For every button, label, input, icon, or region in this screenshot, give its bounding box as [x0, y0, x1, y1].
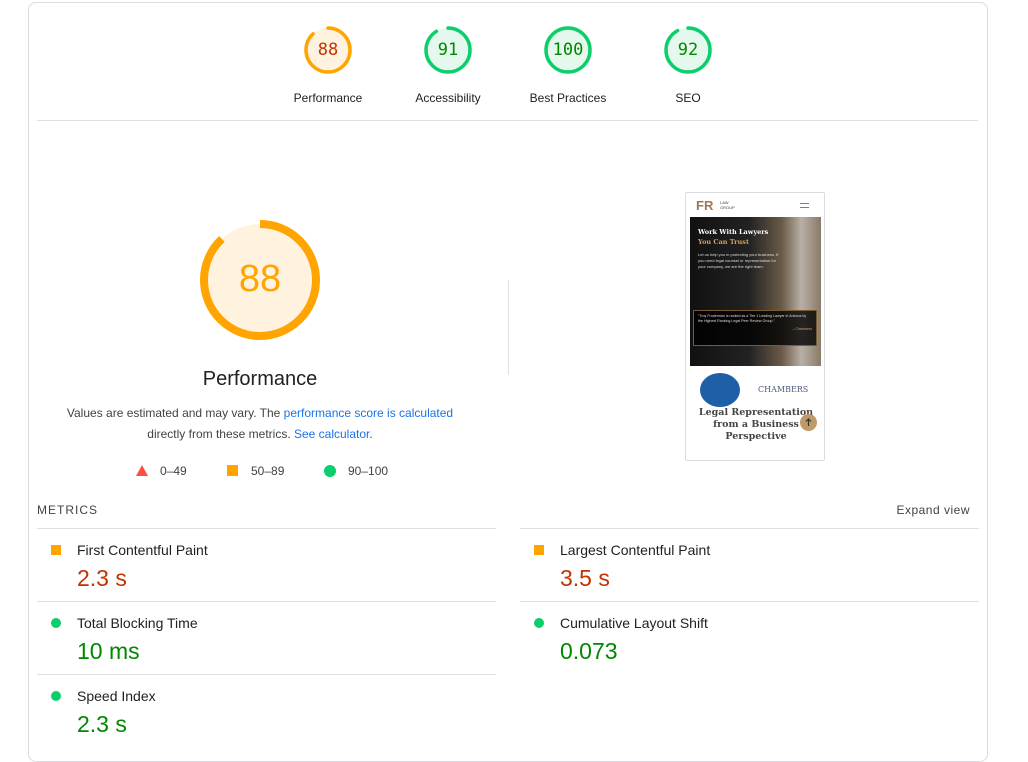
chambers-logo: CHAMBERS — [758, 385, 809, 394]
metric-speed-index: Speed Index 2.3 s — [37, 674, 496, 747]
metric-largest-contentful-paint: Largest Contentful Paint 3.5 s — [520, 528, 979, 601]
see-calculator-link[interactable]: See calculator — [293, 427, 370, 441]
gauge-label: Performance — [293, 91, 363, 105]
vertical-divider — [508, 280, 509, 375]
final-screenshot[interactable]: FR LAW GROUP Work With Lawyers You Can Tr… — [685, 192, 825, 461]
metric-title: First Contentful Paint — [77, 542, 208, 558]
square-icon — [534, 545, 544, 555]
hero-image: Work With Lawyers You Can Trust Let us h… — [690, 217, 821, 366]
metric-total-blocking-time: Total Blocking Time 10 ms — [37, 601, 496, 674]
score-arc — [200, 220, 320, 340]
triangle-icon — [136, 465, 148, 476]
gauge-score: 91 — [437, 40, 459, 60]
expand-view-toggle[interactable]: Expand view — [896, 503, 970, 517]
performance-title: Performance — [202, 368, 318, 390]
square-icon — [227, 465, 238, 476]
performance-score: 88 — [238, 258, 282, 300]
metric-value: 0.073 — [560, 638, 618, 664]
performance-gauge-large: 88 — [200, 220, 320, 340]
metric-value: 3.5 s — [560, 565, 610, 591]
circle-icon — [51, 618, 61, 628]
gauge-best-practices[interactable]: 100 Best Practices — [518, 24, 618, 105]
gauge-arc — [304, 26, 352, 74]
gauge-arc — [424, 26, 472, 74]
gauge-score: 88 — [317, 40, 339, 60]
divider — [37, 120, 978, 121]
score-calculated-link[interactable]: performance score is calculated — [283, 406, 454, 420]
legend-pass: 90–100 — [324, 464, 388, 478]
metric-title: Speed Index — [77, 688, 156, 704]
quote-box: "Troy Froderman is ranked as a Tier 1 Le… — [693, 310, 817, 346]
metric-value: 2.3 s — [77, 711, 127, 737]
site-logo-sub: LAW GROUP — [720, 200, 735, 210]
gauge-accessibility[interactable]: 91 Accessibility — [398, 24, 498, 105]
metric-title: Largest Contentful Paint — [560, 542, 711, 558]
gauge-label: Accessibility — [415, 91, 481, 105]
section-title: Legal Representation from a Business Per… — [698, 407, 814, 442]
metric-cumulative-layout-shift: Cumulative Layout Shift 0.073 — [520, 601, 979, 674]
gauge-arc — [664, 26, 712, 74]
gauge-score: 92 — [677, 40, 699, 60]
square-icon — [51, 545, 61, 555]
gauge-performance[interactable]: 88 Performance — [278, 24, 378, 105]
metrics-label: METRICS — [37, 503, 98, 517]
legend-average: 50–89 — [227, 464, 284, 478]
circle-icon — [51, 691, 61, 701]
scroll-up-icon — [800, 414, 817, 431]
site-logo: FR — [696, 198, 714, 213]
gauge-seo[interactable]: 92 SEO — [638, 24, 738, 105]
metric-first-contentful-paint: First Contentful Paint 2.3 s — [37, 528, 496, 601]
gauge-arc — [544, 26, 592, 74]
circle-icon — [534, 618, 544, 628]
gauge-label: Best Practices — [529, 91, 607, 105]
metric-value: 2.3 s — [77, 565, 127, 591]
gauge-score: 100 — [552, 40, 584, 60]
performance-description: Values are estimated and may vary. The p… — [66, 406, 454, 441]
metric-title: Total Blocking Time — [77, 615, 198, 631]
gauge-label: SEO — [675, 91, 701, 105]
metric-title: Cumulative Layout Shift — [560, 615, 708, 631]
award-badge — [700, 373, 740, 407]
circle-icon — [324, 465, 336, 477]
legend-fail: 0–49 — [136, 464, 187, 478]
metric-value: 10 ms — [77, 638, 140, 664]
hamburger-menu-icon — [800, 203, 809, 208]
